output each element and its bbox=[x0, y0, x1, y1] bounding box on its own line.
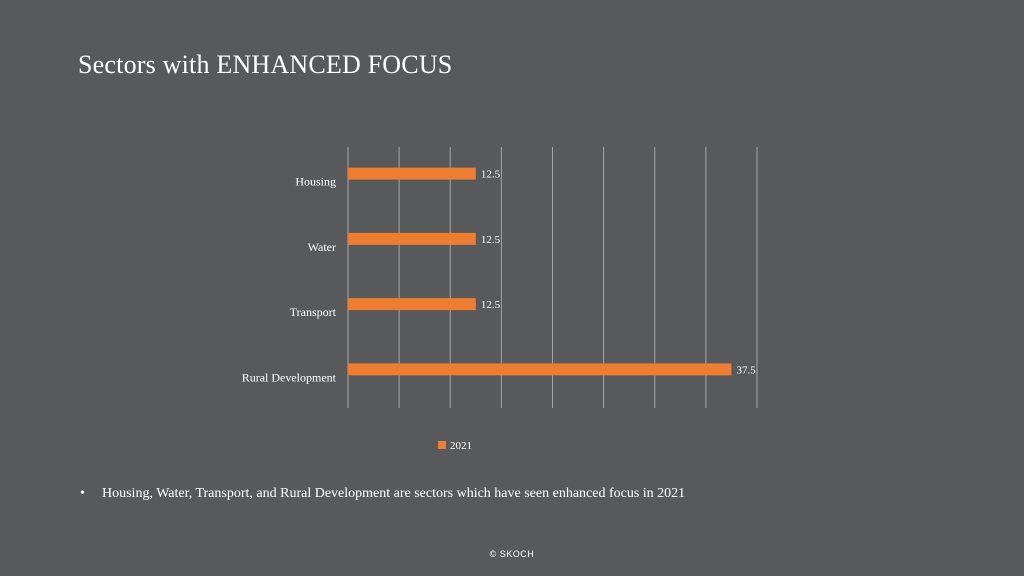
footer-copyright: © SKOCH bbox=[489, 549, 535, 559]
bullet-text: Housing, Water, Transport, and Rural Dev… bbox=[102, 486, 686, 501]
bars bbox=[348, 167, 732, 376]
bar-rural-development bbox=[348, 363, 732, 376]
category-label: Transport bbox=[290, 305, 337, 319]
bar-housing bbox=[348, 167, 476, 180]
legend: 2021 bbox=[438, 440, 472, 452]
legend-swatch bbox=[438, 441, 446, 449]
bar-water bbox=[348, 232, 476, 245]
bullet-point: • Housing, Water, Transport, and Rural D… bbox=[80, 486, 685, 502]
data-label: 12.5 bbox=[481, 299, 501, 311]
legend-label: 2021 bbox=[450, 440, 472, 452]
category-label: Water bbox=[308, 240, 336, 254]
bullet-marker: • bbox=[80, 486, 85, 501]
slide-title: Sectors with ENHANCED FOCUS bbox=[78, 50, 453, 79]
data-label: 12.5 bbox=[481, 234, 501, 246]
category-label: Rural Development bbox=[242, 370, 337, 384]
data-label: 12.5 bbox=[481, 169, 501, 181]
labels: Housing 12.5 Water 12.5 Transport 12.5 Rural D… bbox=[242, 169, 757, 385]
bar-transport bbox=[348, 298, 476, 311]
data-label: 37.5 bbox=[736, 364, 756, 376]
category-label: Housing bbox=[295, 175, 336, 189]
